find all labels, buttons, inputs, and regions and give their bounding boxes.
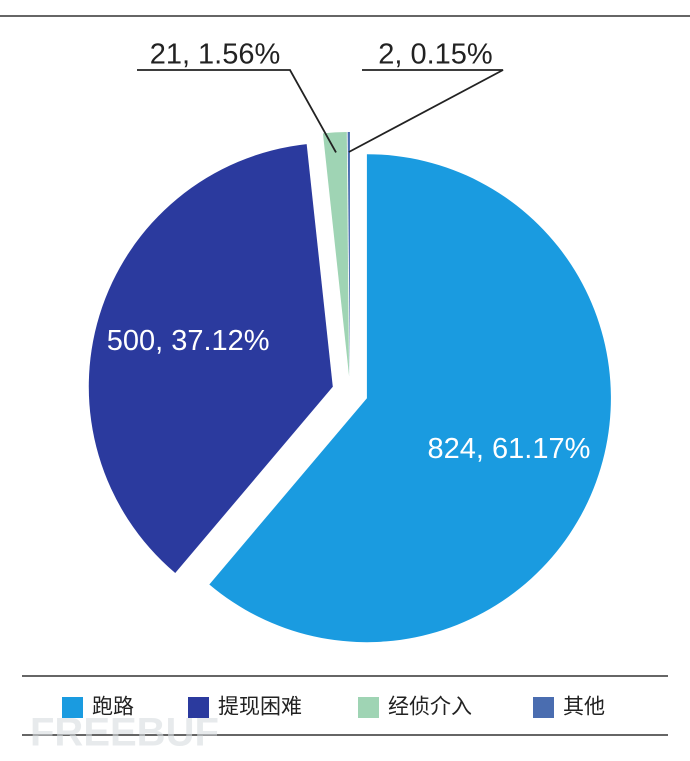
pie-slice: [209, 154, 611, 643]
data-label: 2, 0.15%: [378, 39, 492, 71]
legend-label: 经侦介入: [388, 696, 472, 719]
watermark: FREEBUF: [30, 711, 219, 755]
legend-swatch: [62, 697, 83, 718]
data-label: 500, 37.12%: [107, 325, 270, 357]
legend-label: 跑路: [92, 696, 134, 719]
legend-swatch: [188, 697, 209, 718]
leader-line: [137, 69, 337, 153]
pie-slice: [347, 132, 350, 377]
legend-swatch: [533, 697, 554, 718]
pie-slice: [322, 132, 350, 377]
data-label: 21, 1.56%: [150, 39, 281, 71]
legend-label: 提现困难: [218, 696, 302, 719]
data-label: 824, 61.17%: [428, 433, 591, 465]
leader-line: [348, 69, 504, 153]
legend-label: 其他: [563, 696, 605, 719]
pie-slice: [88, 144, 333, 574]
legend-swatch: [358, 697, 379, 718]
